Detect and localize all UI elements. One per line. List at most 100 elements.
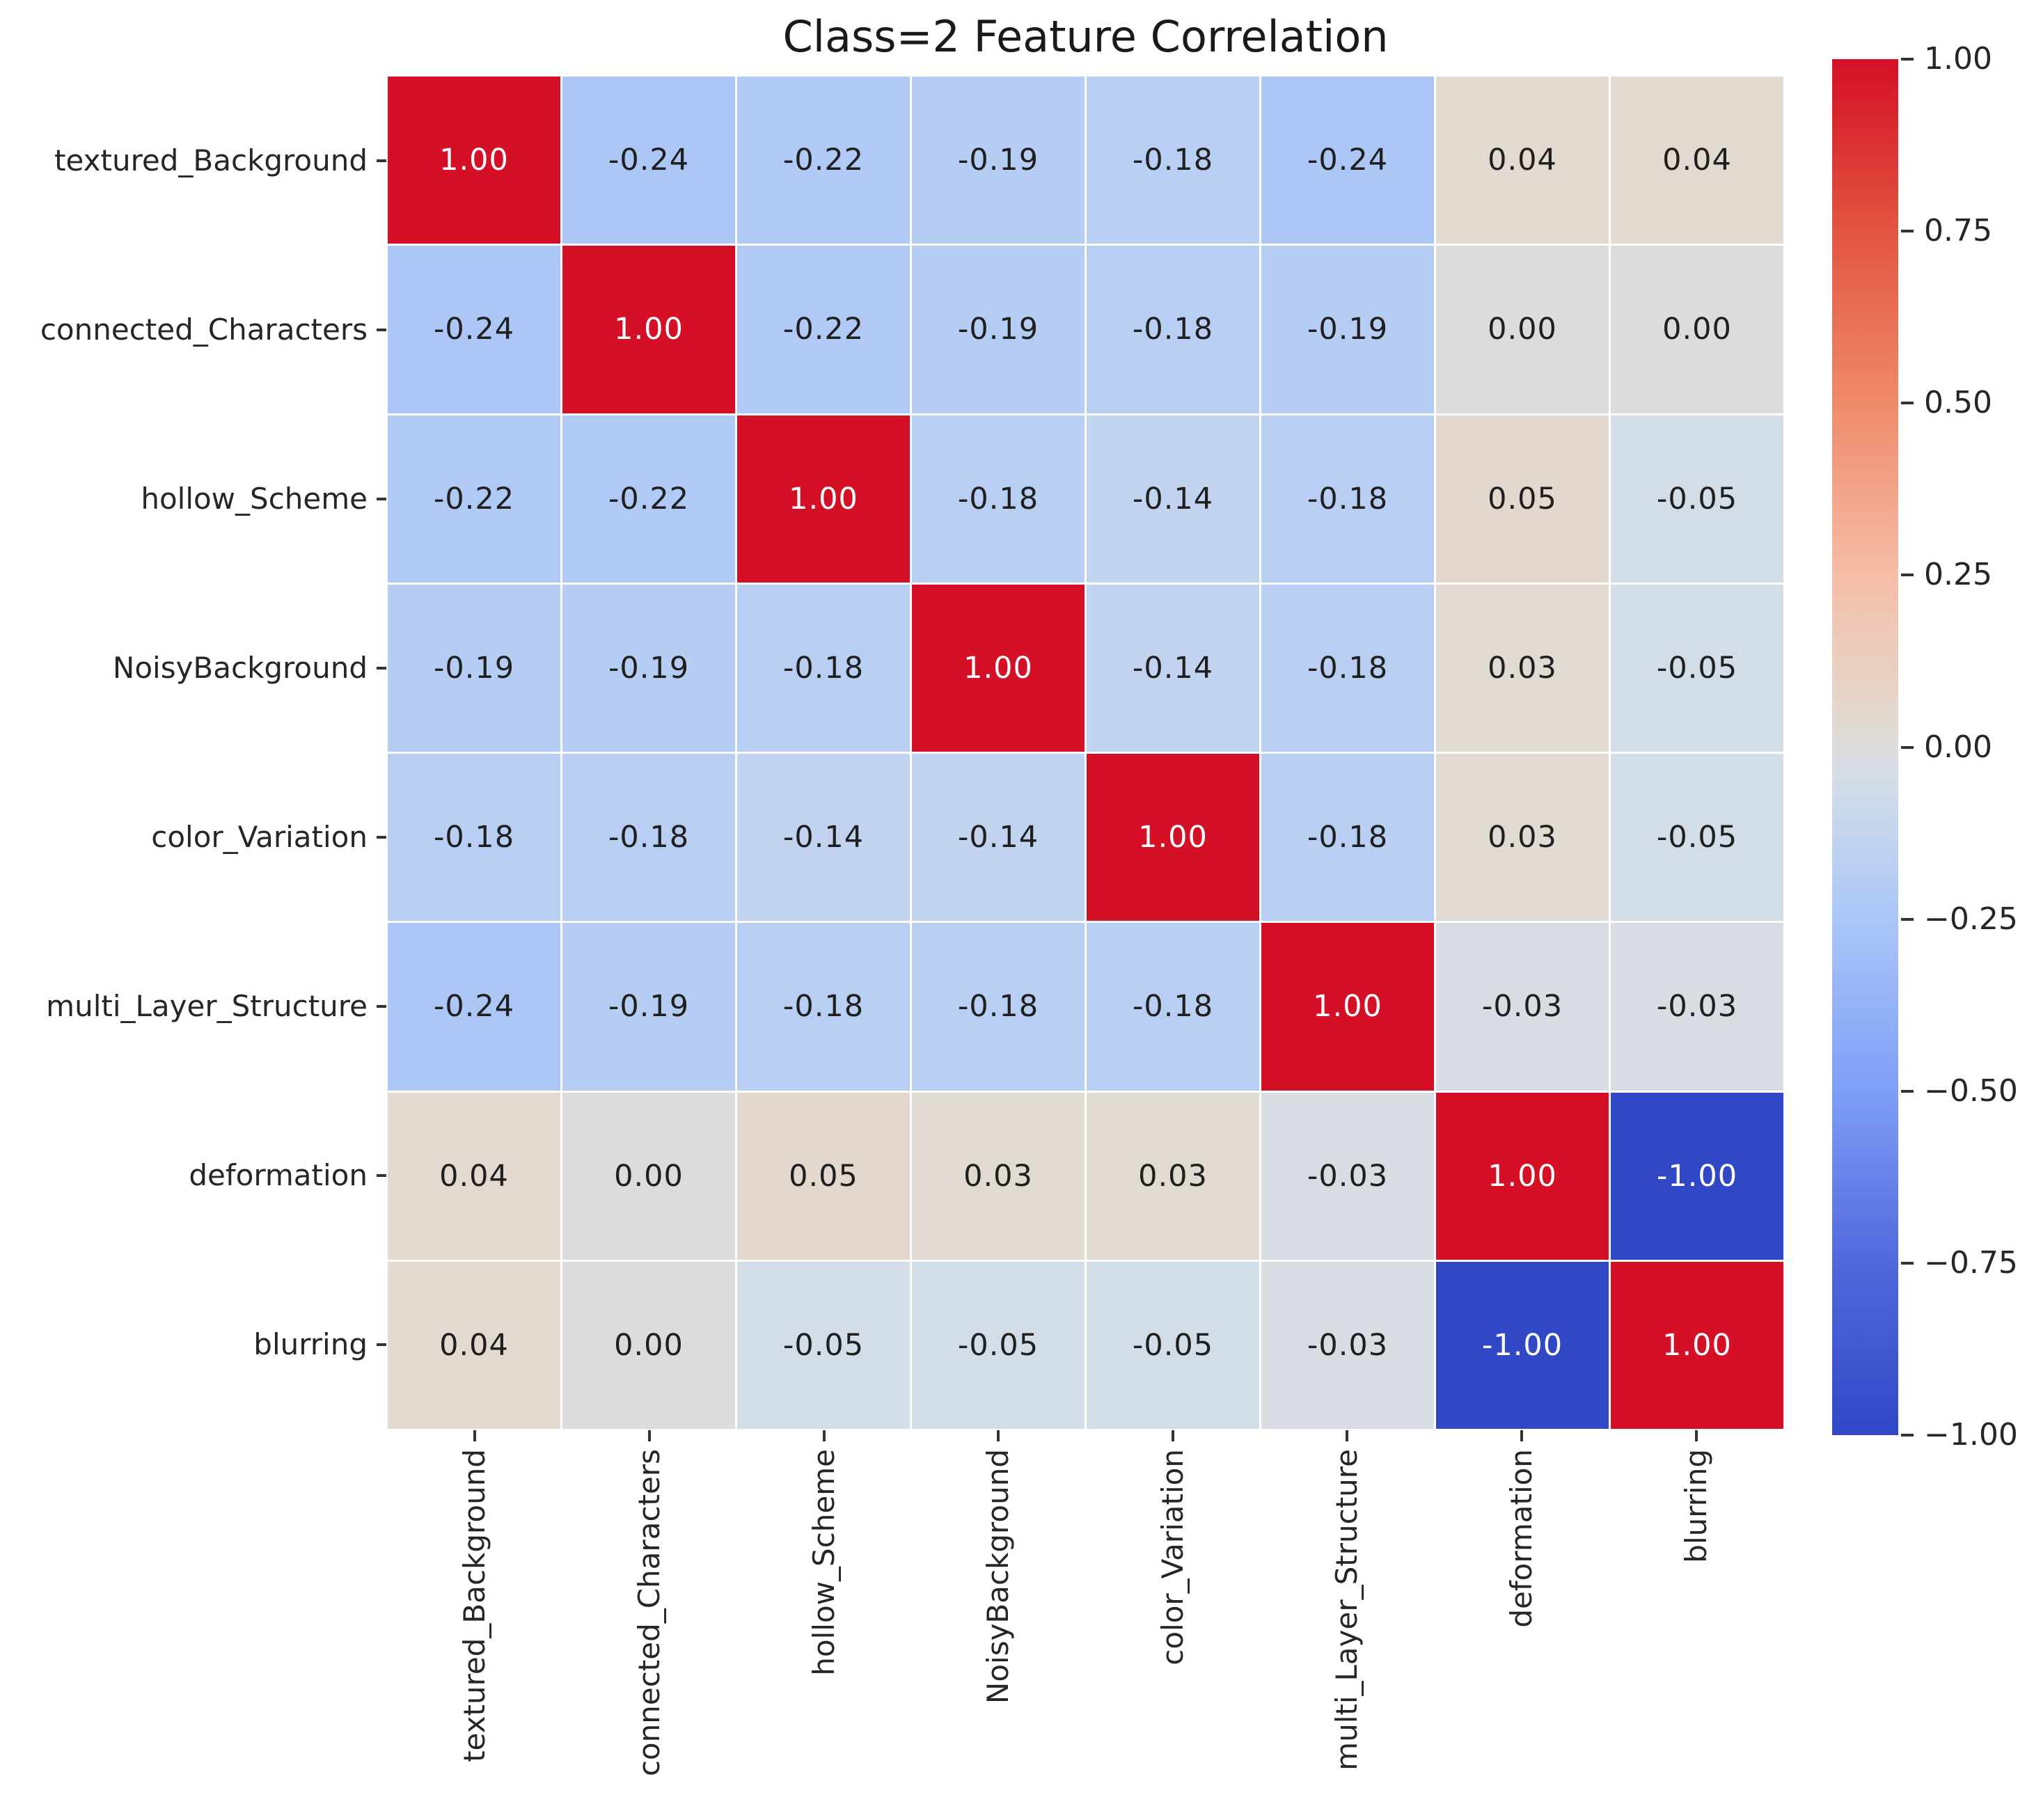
x-axis-tick	[1520, 1430, 1524, 1441]
colorbar-tick-label: −1.00	[1924, 1417, 2018, 1453]
heatmap-cell: -0.14	[912, 754, 1085, 921]
y-axis-tick	[377, 835, 386, 839]
x-axis-label: connected_Characters	[631, 1449, 666, 1777]
x-axis-label: NoisyBackground	[981, 1449, 1016, 1704]
heatmap-cell: -0.22	[737, 246, 910, 413]
colorbar-tick	[1901, 1089, 1914, 1093]
colorbar-tick-label: 0.75	[1924, 213, 1992, 249]
heatmap-cell: -0.18	[1261, 415, 1434, 583]
x-axis-label: deformation	[1504, 1449, 1539, 1628]
colorbar-tick-label: −0.50	[1924, 1073, 2018, 1109]
x-axis-tick	[1171, 1430, 1174, 1441]
heatmap-cell: -0.19	[388, 584, 560, 752]
heatmap-cell: -0.19	[562, 584, 735, 752]
colorbar-tick	[1901, 58, 1914, 61]
heatmap-cell: -0.03	[1436, 923, 1609, 1091]
y-axis-tick	[377, 329, 386, 332]
heatmap-cell: -0.18	[912, 923, 1085, 1091]
heatmap-cell: -0.05	[737, 1261, 910, 1429]
x-axis-label: color_Variation	[1155, 1449, 1190, 1665]
y-axis-label: hollow_Scheme	[141, 482, 368, 516]
heatmap-cell: -0.19	[1261, 246, 1434, 413]
heatmap-cell: 0.04	[1436, 77, 1609, 244]
heatmap-cell: -0.24	[388, 923, 560, 1091]
heatmap-cell: 0.00	[562, 1261, 735, 1429]
x-axis-tick	[1346, 1430, 1349, 1441]
y-axis-tick	[377, 1343, 386, 1346]
heatmap-cell: 1.00	[388, 77, 560, 244]
heatmap-cell: 0.00	[1436, 246, 1609, 413]
heatmap-cell: 1.00	[912, 584, 1085, 752]
heatmap-cell: 1.00	[562, 246, 735, 413]
heatmap-cell: -0.22	[737, 77, 910, 244]
heatmap-cell: -0.18	[1261, 754, 1434, 921]
x-axis-tick	[473, 1430, 477, 1441]
heatmap-cell: -0.05	[912, 1261, 1085, 1429]
heatmap-cell: -0.19	[912, 246, 1085, 413]
heatmap-cell: -0.24	[1261, 77, 1434, 244]
heatmap-cell: 0.03	[1087, 1092, 1259, 1260]
heatmap-cell: 1.00	[737, 415, 910, 583]
heatmap-cell: -0.18	[1087, 246, 1259, 413]
heatmap-cell: 0.04	[1611, 77, 1783, 244]
colorbar-tick-label: 0.50	[1924, 385, 1992, 421]
heatmap-cell: -0.19	[562, 923, 735, 1091]
heatmap-cell: -0.03	[1261, 1261, 1434, 1429]
heatmap-cell: -1.00	[1611, 1092, 1783, 1260]
heatmap-cell: -0.18	[1087, 77, 1259, 244]
heatmap-cell: -0.24	[388, 246, 560, 413]
heatmap-cell: 0.05	[737, 1092, 910, 1260]
heatmap-cell: -0.14	[1087, 584, 1259, 752]
heatmap-cell: -0.05	[1611, 754, 1783, 921]
heatmap-cell: -0.18	[1087, 923, 1259, 1091]
heatmap-cell: -0.24	[562, 77, 735, 244]
y-axis-label: textured_Background	[54, 143, 368, 178]
colorbar-tick	[1901, 402, 1914, 405]
y-axis-label: multi_Layer_Structure	[46, 988, 368, 1023]
heatmap-cell: 0.03	[912, 1092, 1085, 1260]
heatmap-cell: -0.03	[1261, 1092, 1434, 1260]
y-axis-tick	[377, 159, 386, 163]
heatmap-cell: -0.18	[737, 584, 910, 752]
heatmap-cell: 0.03	[1436, 754, 1609, 921]
y-axis-label: deformation	[189, 1157, 368, 1192]
heatmap-cell: -0.18	[737, 923, 910, 1091]
chart-title: Class=2 Feature Correlation	[782, 11, 1389, 62]
x-axis-tick	[1694, 1430, 1698, 1441]
colorbar-tick-label: −0.75	[1924, 1244, 2018, 1281]
colorbar-tick	[1901, 1261, 1914, 1265]
heatmap-cell: -0.22	[562, 415, 735, 583]
y-axis-label: blurring	[253, 1327, 368, 1361]
colorbar-gradient	[1832, 59, 1898, 1435]
heatmap-cell: -0.19	[912, 77, 1085, 244]
heatmap-cell: 0.00	[562, 1092, 735, 1260]
heatmap-cell: -0.05	[1087, 1261, 1259, 1429]
colorbar-tick	[1901, 1434, 1914, 1437]
heatmap-cell: -0.18	[912, 415, 1085, 583]
heatmap-cell: -0.22	[388, 415, 560, 583]
heatmap-cell: 1.00	[1436, 1092, 1609, 1260]
colorbar-tick	[1901, 573, 1914, 577]
heatmap-cell: -1.00	[1436, 1261, 1609, 1429]
y-axis-tick	[377, 667, 386, 670]
x-axis-label: blurring	[1678, 1449, 1713, 1563]
heatmap-cell: 1.00	[1087, 754, 1259, 921]
colorbar-tick-label: 0.25	[1924, 557, 1992, 593]
y-axis-label: connected_Characters	[40, 312, 368, 347]
heatmap-cell: -0.14	[1087, 415, 1259, 583]
x-axis-label: hollow_Scheme	[806, 1449, 841, 1676]
y-axis-tick	[377, 498, 386, 501]
heatmap-cell: 1.00	[1611, 1261, 1783, 1429]
y-axis-label: color_Variation	[151, 819, 368, 854]
heatmap-cell: -0.18	[388, 754, 560, 921]
colorbar-tick-label: 1.00	[1924, 41, 1992, 77]
heatmap-grid: 1.00 -0.24 -0.22 -0.19 -0.18 -0.24 0.04 0.04 -0.…	[388, 77, 1783, 1429]
x-axis-label: multi_Layer_Structure	[1330, 1449, 1364, 1771]
y-axis-label: NoisyBackground	[112, 651, 368, 686]
heatmap-cell: -0.05	[1611, 415, 1783, 583]
heatmap-cell: 0.04	[388, 1092, 560, 1260]
heatmap-cell: -0.05	[1611, 584, 1783, 752]
heatmap-cell: 0.05	[1436, 415, 1609, 583]
colorbar-tick-label: 0.00	[1924, 729, 1992, 765]
